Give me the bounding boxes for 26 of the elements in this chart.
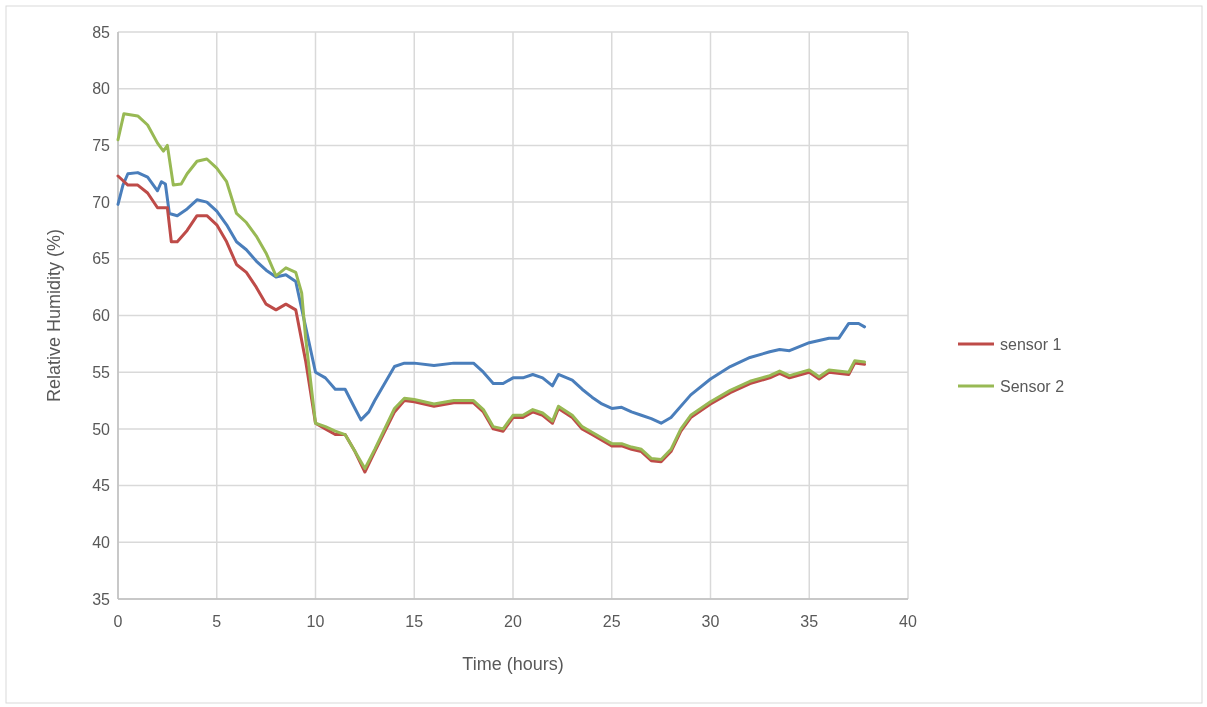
line-series (116, 112, 867, 471)
y-tick-label: 65 (92, 250, 111, 268)
y-tick-label: 40 (92, 533, 111, 551)
y-tick-label: 70 (92, 193, 111, 211)
y-tick-label: 45 (92, 477, 111, 495)
legend-label: Sensor 2 (1000, 377, 1065, 395)
y-tick-label: 80 (92, 80, 111, 98)
y-tick-label: 60 (92, 307, 111, 325)
x-axis-title: Time (hours) (462, 654, 564, 674)
x-tick-label: 10 (306, 613, 325, 630)
y-tick-label: 55 (92, 363, 111, 381)
y-tick-label: 35 (92, 590, 111, 608)
x-tick-label: 30 (701, 613, 720, 630)
x-tick-label: 25 (602, 613, 621, 630)
line-series (116, 171, 867, 425)
x-tick-label: 35 (800, 613, 819, 630)
y-tick-label: 85 (92, 23, 111, 41)
x-tick-label: 15 (405, 613, 424, 630)
y-tick-label: 50 (92, 420, 111, 438)
y-axis-title: Relative Humidity (%) (44, 228, 64, 403)
legend-label: sensor 1 (1000, 335, 1062, 353)
y-tick-label: 75 (92, 137, 111, 154)
x-tick-label: 20 (504, 613, 522, 630)
x-tick-label: 5 (212, 613, 222, 630)
x-tick-label: 0 (113, 613, 123, 630)
x-tick-label: 40 (899, 613, 917, 630)
